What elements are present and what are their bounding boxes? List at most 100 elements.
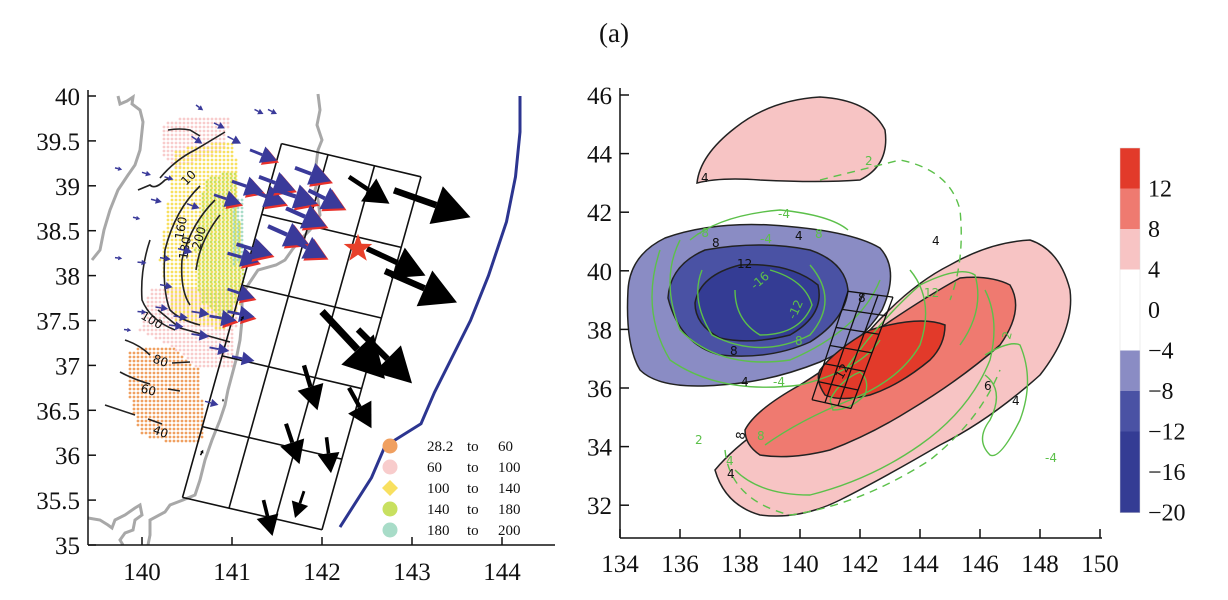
slip-dot: [196, 403, 200, 407]
slip-dot: [202, 150, 206, 154]
y-tick-label: 39.5: [36, 129, 80, 156]
slip-dot: [170, 214, 174, 218]
slip-dot: [226, 150, 230, 154]
slip-dot: [236, 218, 240, 222]
arrow-head: [231, 135, 241, 144]
slip-dot: [202, 364, 206, 368]
slip-dot: [182, 238, 186, 242]
slip-dot: [170, 137, 174, 141]
slip-dot: [188, 403, 192, 407]
slip-dot: [146, 300, 150, 304]
slip-dot: [205, 244, 209, 248]
legend-to: 60: [498, 439, 513, 455]
model-vector-arrow: [355, 327, 412, 384]
slip-dot: [162, 332, 166, 336]
slip-dot: [221, 300, 225, 304]
slip-dot: [132, 351, 136, 355]
slip-dot: [178, 182, 182, 186]
slip-dot: [194, 230, 198, 234]
colorbar-band: [1120, 391, 1140, 432]
slip-dot: [214, 154, 218, 158]
slip-dot: [180, 431, 184, 435]
slip-dot: [200, 435, 204, 439]
slip-dot: [210, 356, 214, 360]
slip-dot: [209, 180, 213, 184]
slip-dot: [202, 129, 206, 133]
slip-dot: [217, 304, 221, 308]
slip-dot: [190, 360, 194, 364]
arrow-shaft: [213, 193, 227, 201]
slip-dot: [168, 351, 172, 355]
slip-dot: [174, 290, 178, 294]
slip-dot: [174, 266, 178, 270]
slip-dot: [206, 170, 210, 174]
slip-dot: [164, 367, 168, 371]
slip-dot: [209, 280, 213, 284]
slip-dot: [198, 125, 202, 129]
slip-dot: [178, 308, 182, 312]
colorbar-frame: [1119, 147, 1141, 513]
slip-dot: [174, 166, 178, 170]
slip-dot: [152, 359, 156, 363]
slip-dot: [136, 375, 140, 379]
slip-dot: [140, 363, 144, 367]
slip-dot: [236, 258, 240, 262]
slip-dot: [174, 254, 178, 258]
slip-dot: [186, 294, 190, 298]
slip-dot: [201, 280, 205, 284]
slip-dot: [192, 411, 196, 415]
slip-dot: [186, 121, 190, 125]
slip-dot: [225, 256, 229, 260]
slip-dot: [236, 246, 240, 250]
slip-dot: [233, 268, 237, 272]
observed-vector-arrow: [137, 309, 147, 315]
slip-dot: [209, 244, 213, 248]
arrow-head: [240, 351, 255, 366]
slip-dot: [194, 218, 198, 222]
slip-dot: [162, 292, 166, 296]
slip-dot: [152, 399, 156, 403]
slip-dot: [194, 296, 198, 300]
arrow-shaft: [191, 135, 197, 141]
slip-dot: [140, 399, 144, 403]
arrow-shaft: [209, 346, 219, 351]
slip-dot: [186, 306, 190, 310]
contour-label: 40: [151, 423, 170, 441]
slip-dot: [160, 415, 164, 419]
slip-dot: [170, 149, 174, 153]
arrow-head: [361, 178, 390, 204]
slip-dot: [186, 286, 190, 290]
slip-dot: [221, 236, 225, 240]
slip-dot: [236, 238, 240, 242]
slip-dot: [164, 415, 168, 419]
slip-dot: [226, 352, 230, 356]
slip-dot: [180, 407, 184, 411]
slip-dot: [236, 222, 240, 226]
slip-dot: [230, 332, 234, 336]
slip-dot: [218, 340, 222, 344]
slip-dot: [154, 296, 158, 300]
slip-dot: [176, 415, 180, 419]
slip-dot: [218, 117, 222, 121]
model-vector-arrow: [365, 246, 426, 279]
slip-dot: [170, 336, 174, 340]
x-tick-label: 142: [841, 551, 879, 578]
observed-vector-arrow: [114, 166, 123, 171]
slip-dot: [180, 399, 184, 403]
slip-dot: [186, 290, 190, 294]
slip-dot: [178, 302, 182, 306]
slip-dot: [186, 274, 190, 278]
arrow-shaft: [249, 188, 267, 199]
legend-sep: to: [467, 460, 479, 476]
slip-dot: [186, 230, 190, 234]
slip-dot: [160, 403, 164, 407]
slip-dot: [144, 359, 148, 363]
slip-dot: [128, 363, 132, 367]
slip-dot: [160, 427, 164, 431]
slip-dot: [205, 192, 209, 196]
slip-dot: [162, 300, 166, 304]
slip-dot: [221, 260, 225, 264]
slip-dot: [230, 154, 234, 158]
slip-dot: [156, 391, 160, 395]
